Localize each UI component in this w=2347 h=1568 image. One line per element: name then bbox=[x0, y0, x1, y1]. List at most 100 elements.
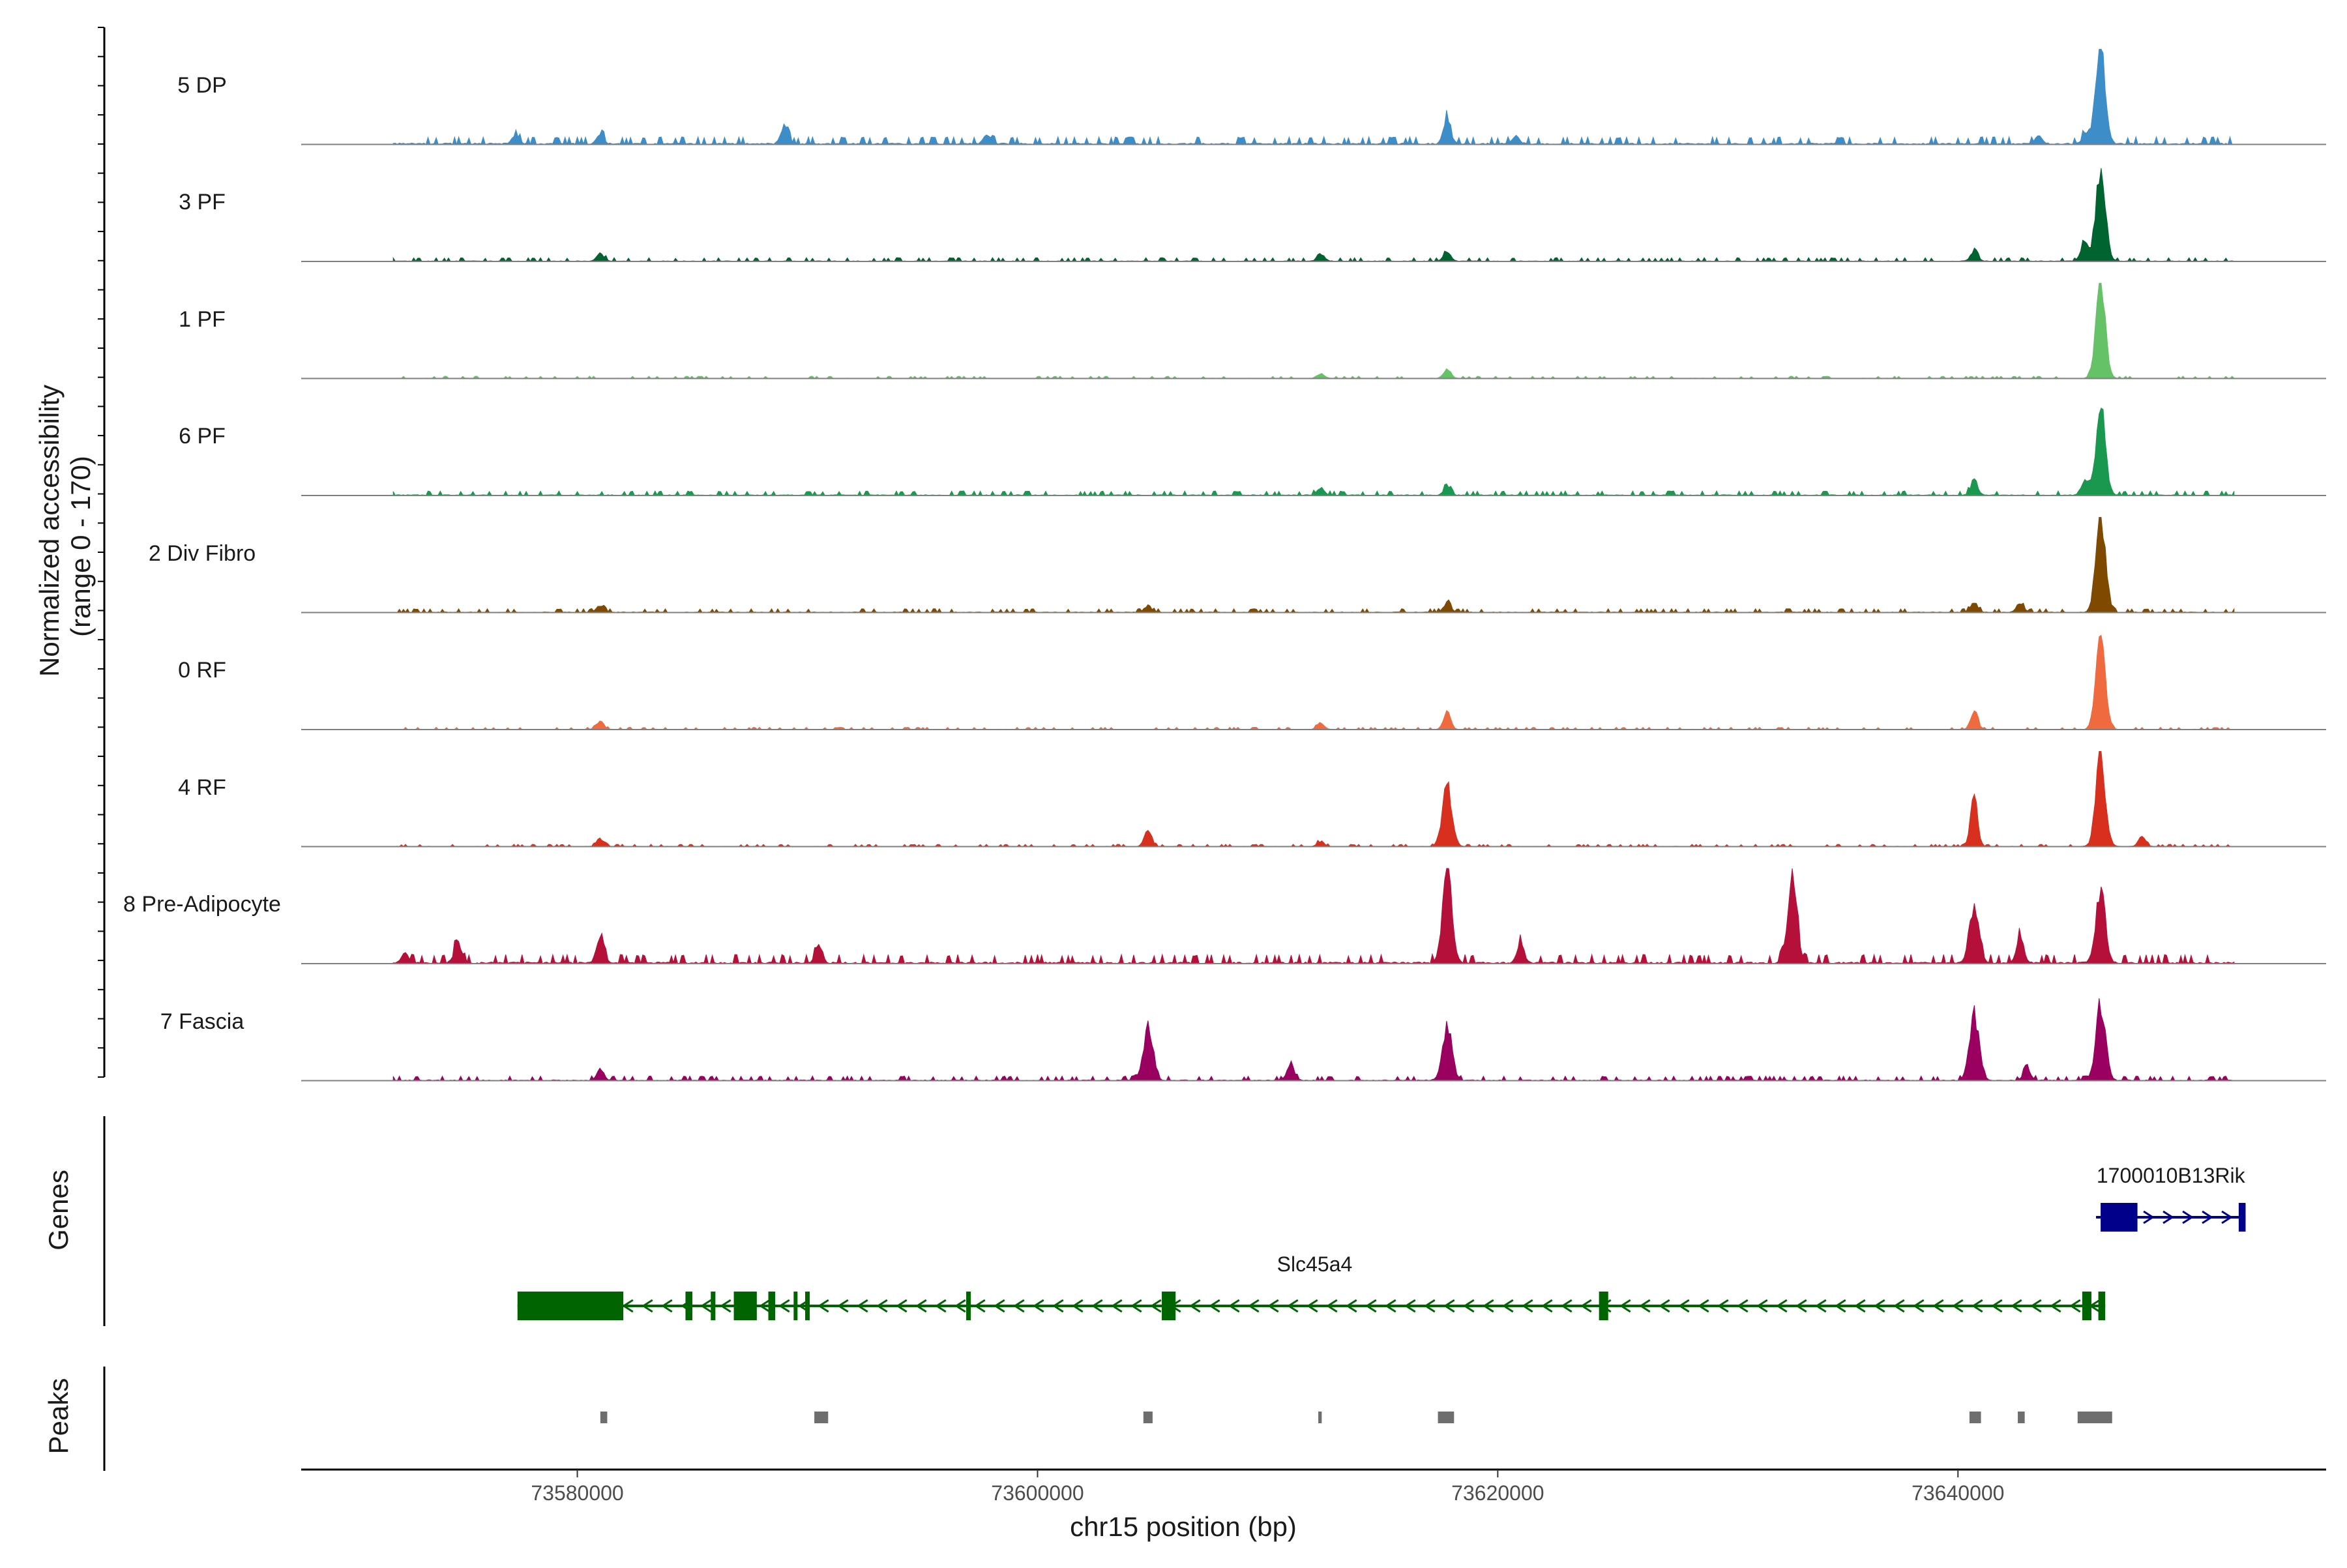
track-label: 7 Fascia bbox=[160, 1009, 244, 1034]
exon bbox=[2101, 1203, 2138, 1232]
exon bbox=[2238, 1203, 2246, 1232]
strand-arrow bbox=[1306, 1299, 1318, 1313]
x-axis-title: chr15 position (bp) bbox=[1070, 1511, 1297, 1542]
track-label: 8 Pre-Adipocyte bbox=[123, 892, 281, 917]
accessibility-y-axis-title-line1: Normalized accessibility bbox=[34, 384, 65, 677]
peak-region bbox=[1969, 1412, 1981, 1423]
strand-arrow bbox=[1130, 1299, 1142, 1313]
exon bbox=[768, 1292, 776, 1320]
strand-arrow bbox=[2050, 1299, 2061, 1313]
peak-region bbox=[1143, 1412, 1153, 1423]
strand-arrow bbox=[876, 1299, 888, 1313]
exon bbox=[2082, 1292, 2091, 1320]
coverage-area-0 bbox=[392, 49, 2235, 146]
strand-arrow bbox=[1932, 1299, 1944, 1313]
track-2 bbox=[301, 283, 2326, 379]
strand-arrow bbox=[1893, 1299, 1905, 1313]
strand-arrow bbox=[1463, 1299, 1475, 1313]
peaks-panel-title: Peaks bbox=[43, 1378, 74, 1455]
strand-arrow bbox=[759, 1299, 771, 1313]
exon bbox=[685, 1292, 693, 1320]
exon bbox=[793, 1292, 798, 1320]
track-8 bbox=[301, 998, 2326, 1082]
strand-arrow bbox=[2182, 1210, 2194, 1224]
strand-arrow bbox=[1091, 1299, 1103, 1313]
strand-arrow bbox=[994, 1299, 1005, 1313]
gene-label: 1700010B13Rik bbox=[2096, 1164, 2245, 1187]
strand-arrow bbox=[1698, 1299, 1709, 1313]
gene-label: Slc45a4 bbox=[1277, 1252, 1353, 1276]
coverage-area-7 bbox=[392, 868, 2235, 965]
strand-arrow bbox=[1776, 1299, 1788, 1313]
strand-arrow bbox=[1561, 1299, 1572, 1313]
strand-arrow bbox=[720, 1299, 731, 1313]
coverage-area-6 bbox=[392, 751, 2235, 848]
strand-arrow bbox=[1795, 1299, 1807, 1313]
peak-region bbox=[814, 1412, 829, 1423]
strand-arrow bbox=[1326, 1299, 1338, 1313]
strand-arrow bbox=[1443, 1299, 1455, 1313]
track-3 bbox=[301, 407, 2326, 496]
track-label: 3 PF bbox=[179, 190, 226, 214]
strand-arrow bbox=[1209, 1299, 1220, 1313]
strand-arrow bbox=[818, 1299, 829, 1313]
x-tick-label: 73580000 bbox=[531, 1481, 624, 1505]
peak-region bbox=[2018, 1412, 2025, 1423]
strand-arrow bbox=[1952, 1299, 1964, 1313]
exon bbox=[1599, 1292, 1608, 1320]
strand-arrow bbox=[915, 1299, 927, 1313]
track-label: 6 PF bbox=[179, 424, 226, 449]
strand-arrow bbox=[2069, 1299, 2081, 1313]
track-label: 1 PF bbox=[179, 306, 226, 332]
strand-arrow bbox=[974, 1299, 986, 1313]
strand-arrow bbox=[1189, 1299, 1201, 1313]
strand-arrow bbox=[2011, 1299, 2022, 1313]
strand-arrow bbox=[1580, 1299, 1592, 1313]
x-tick-label: 73620000 bbox=[1451, 1481, 1544, 1505]
strand-arrow bbox=[2221, 1210, 2233, 1224]
track-label: 4 RF bbox=[178, 775, 226, 800]
exon bbox=[711, 1292, 716, 1320]
track-4 bbox=[301, 517, 2326, 614]
track-1 bbox=[301, 168, 2326, 262]
strand-arrow bbox=[1424, 1299, 1436, 1313]
strand-arrow bbox=[1150, 1299, 1162, 1313]
track-label: 5 DP bbox=[177, 72, 227, 98]
exon bbox=[733, 1292, 757, 1320]
gene-Slc45a4 bbox=[517, 1292, 2106, 1320]
exon bbox=[804, 1292, 810, 1320]
strand-arrow bbox=[622, 1299, 634, 1313]
exon bbox=[2098, 1292, 2106, 1320]
strand-arrow bbox=[935, 1299, 947, 1313]
strand-arrow bbox=[1737, 1299, 1749, 1313]
strand-arrow bbox=[1717, 1299, 1729, 1313]
peak-region bbox=[1438, 1412, 1454, 1423]
coverage-area-8 bbox=[392, 998, 2235, 1082]
strand-arrow bbox=[1248, 1299, 1260, 1313]
strand-arrow bbox=[778, 1299, 790, 1313]
strand-arrow bbox=[954, 1299, 966, 1313]
x-tick-label: 73600000 bbox=[991, 1481, 1084, 1505]
strand-arrow bbox=[1991, 1299, 2003, 1313]
coverage-area-1 bbox=[392, 168, 2235, 262]
strand-arrow bbox=[857, 1299, 868, 1313]
coverage-area-3 bbox=[392, 407, 2235, 496]
track-label: 2 Div Fibro bbox=[148, 540, 256, 566]
strand-arrow bbox=[1541, 1299, 1553, 1313]
coverage-area-4 bbox=[392, 517, 2235, 614]
track-6 bbox=[301, 751, 2326, 848]
accessibility-y-axis-title: Normalized accessibility (range 0 - 170) bbox=[34, 384, 96, 677]
exon bbox=[966, 1292, 971, 1320]
gene-1700010B13Rik bbox=[2096, 1203, 2246, 1232]
track-label: 0 RF bbox=[178, 658, 226, 683]
strand-arrow bbox=[1835, 1299, 1846, 1313]
strand-arrow bbox=[1815, 1299, 1827, 1313]
strand-arrow bbox=[1111, 1299, 1123, 1313]
strand-arrow bbox=[837, 1299, 849, 1313]
strand-arrow bbox=[896, 1299, 908, 1313]
peak-region bbox=[600, 1412, 608, 1423]
genes-panel-title: Genes bbox=[43, 1170, 74, 1250]
x-tick-label: 73640000 bbox=[1912, 1481, 2005, 1505]
exon bbox=[517, 1292, 624, 1320]
